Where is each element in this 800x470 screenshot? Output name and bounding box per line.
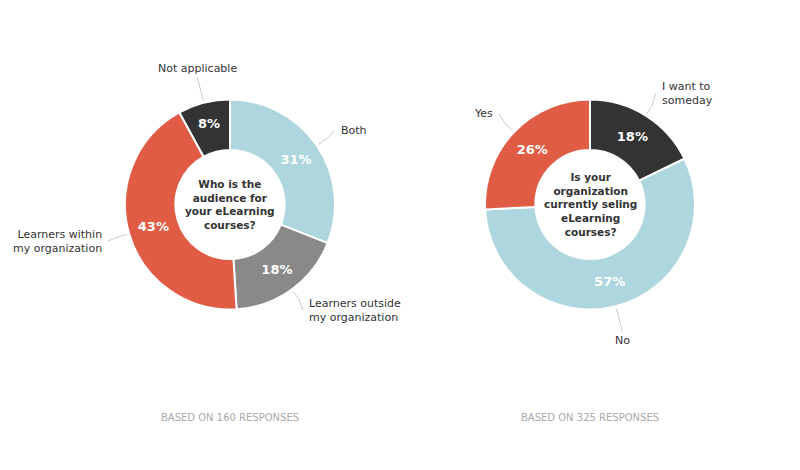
svg-text:No: No: [615, 334, 630, 347]
svg-text:BASED ON 160 RESPONSES: BASED ON 160 RESPONSES: [161, 412, 299, 423]
svg-text:8%: 8%: [198, 116, 220, 131]
svg-text:31%: 31%: [280, 152, 311, 167]
svg-text:Is yourorganizationcurrently s: Is yourorganizationcurrently selingeLear…: [544, 171, 637, 238]
svg-text:I want tosomeday: I want tosomeday: [662, 80, 713, 107]
svg-text:57%: 57%: [594, 274, 625, 289]
svg-text:18%: 18%: [617, 129, 648, 144]
svg-text:Learners outsidemy organizatio: Learners outsidemy organization: [309, 297, 401, 324]
svg-text:Who is theaudience foryour eLe: Who is theaudience foryour eLearningcour…: [185, 178, 275, 231]
svg-text:26%: 26%: [517, 142, 548, 157]
svg-text:43%: 43%: [138, 219, 169, 234]
svg-text:BASED ON 325 RESPONSES: BASED ON 325 RESPONSES: [521, 412, 659, 423]
svg-text:Learners withinmy organization: Learners withinmy organization: [13, 228, 102, 255]
svg-text:Not applicable: Not applicable: [158, 62, 237, 75]
svg-text:18%: 18%: [261, 262, 292, 277]
svg-text:Both: Both: [341, 124, 367, 137]
svg-text:Yes: Yes: [474, 107, 493, 120]
